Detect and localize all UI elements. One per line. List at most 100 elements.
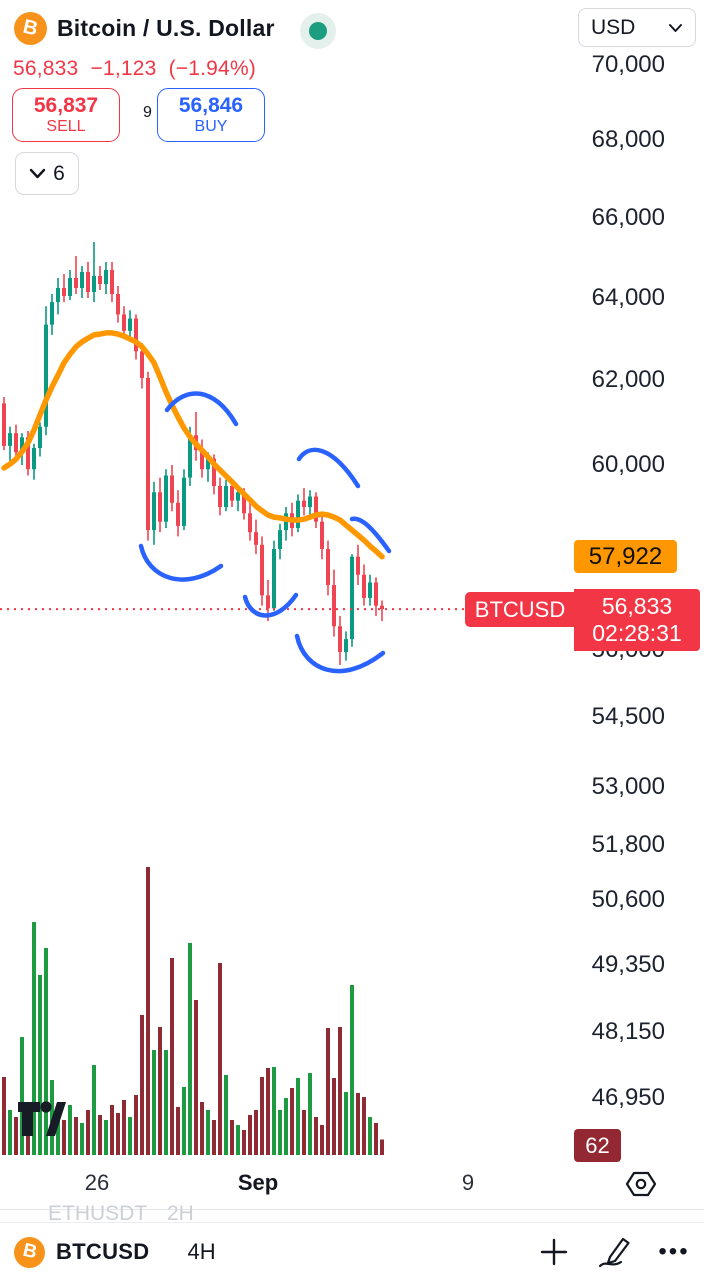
- price-tick: 50,600: [591, 886, 665, 913]
- price-tick: 60,000: [591, 451, 665, 478]
- volume-bar: [236, 1125, 240, 1155]
- volume-bar: [350, 985, 354, 1155]
- volume-bar: [44, 948, 48, 1155]
- volume-bar: [14, 1117, 18, 1155]
- candle-body: [32, 448, 36, 470]
- add-button[interactable]: [524, 1237, 584, 1267]
- candle-body: [176, 502, 180, 526]
- volume-bar: [314, 1117, 318, 1155]
- candle-body: [50, 302, 54, 325]
- candle-body: [344, 639, 348, 652]
- volume-bar: [302, 1110, 306, 1155]
- candle-body: [62, 288, 66, 296]
- candle-body: [362, 574, 366, 598]
- symbol-header[interactable]: B Bitcoin / U.S. Dollar: [14, 12, 275, 45]
- candle-body: [170, 475, 174, 503]
- volume-bar: [182, 1087, 186, 1155]
- toolbar-symbol-button[interactable]: BTCUSD: [56, 1239, 150, 1264]
- list-divider: [0, 1209, 704, 1210]
- tradingview-logo[interactable]: [16, 1096, 68, 1142]
- buy-price: 56,846: [178, 94, 244, 117]
- volume-bar: [68, 1105, 72, 1155]
- candle-body: [380, 605, 384, 610]
- sell-price: 56,837: [33, 94, 99, 117]
- volume-bar: [38, 975, 42, 1155]
- buy-button[interactable]: 56,846 BUY: [157, 88, 265, 142]
- sell-button[interactable]: 56,837 SELL: [12, 88, 120, 142]
- price-tick: 64,000: [591, 284, 665, 311]
- watchlist-row-ethusdt[interactable]: ETHUSDT 2H: [0, 1200, 704, 1222]
- volume-bar: [140, 1015, 144, 1155]
- candle-body: [218, 486, 222, 507]
- candle-body: [116, 294, 120, 315]
- last-price-row: 56,833 −1,123 (−1.94%): [13, 57, 256, 81]
- more-button[interactable]: •••: [644, 1238, 704, 1266]
- price-tick: 48,150: [591, 1018, 665, 1045]
- candle-body: [122, 314, 126, 331]
- drawn-arc-annotation: [138, 543, 224, 582]
- volume-bar: [188, 943, 192, 1155]
- indicators-collapse-button[interactable]: 6: [15, 152, 79, 195]
- price-tick: 49,350: [591, 951, 665, 978]
- volume-bar: [332, 1078, 336, 1155]
- candle-body: [206, 458, 210, 470]
- last-price-value: 56,833: [601, 593, 673, 620]
- moving-average-line: [1, 330, 385, 560]
- candle-body: [326, 549, 330, 586]
- volume-bar: [320, 1125, 324, 1155]
- trade-buttons: 56,837 SELL 9 56,846 BUY: [12, 88, 265, 142]
- candle-body: [266, 595, 270, 609]
- volume-bar: [278, 1110, 282, 1155]
- volume-bar: [284, 1098, 288, 1155]
- candle-body: [158, 492, 162, 522]
- drawn-arc-annotation: [296, 447, 361, 489]
- volume-bar: [32, 922, 36, 1155]
- ma-value-label: 57,922: [574, 540, 677, 574]
- candle-body: [98, 276, 102, 284]
- currency-label: USD: [591, 15, 636, 39]
- candle-body: [254, 532, 258, 545]
- draw-button[interactable]: [584, 1235, 644, 1269]
- drawn-arc-annotation: [242, 592, 299, 618]
- volume-bar: [164, 1050, 168, 1155]
- currency-selector[interactable]: USD: [578, 8, 696, 47]
- candle-body: [368, 582, 372, 598]
- price-tick: 62,000: [591, 366, 665, 393]
- candle-body: [320, 521, 324, 549]
- candle-body: [20, 437, 24, 453]
- candle-body: [212, 458, 216, 486]
- volume-bar: [296, 1078, 300, 1155]
- volume-bar: [80, 1123, 84, 1155]
- candle-body: [56, 288, 60, 303]
- volume-bar: [218, 963, 222, 1155]
- candle-body: [308, 496, 312, 507]
- candle-body: [230, 486, 234, 501]
- candle-body: [374, 582, 378, 606]
- chart-settings-icon[interactable]: [625, 1169, 657, 1199]
- candle-body: [188, 435, 192, 478]
- ellipsis-icon: •••: [658, 1238, 690, 1265]
- price-tick: 46,950: [591, 1084, 665, 1111]
- toolbar-interval-button[interactable]: 4H: [187, 1239, 216, 1264]
- volume-bar: [146, 867, 150, 1155]
- time-tick: 9: [461, 1170, 475, 1195]
- volume-bar: [344, 1092, 348, 1155]
- price-tick: 66,000: [591, 204, 665, 231]
- volume-bar: [206, 1110, 210, 1155]
- candle-body: [248, 513, 252, 533]
- volume-bar: [194, 1000, 198, 1155]
- volume-bar: [374, 1123, 378, 1155]
- volume-bar: [158, 1027, 162, 1155]
- volume-bar: [116, 1113, 120, 1155]
- candle-body: [80, 272, 84, 288]
- ghost-interval: 2H: [167, 1202, 194, 1222]
- volume-bar: [62, 1120, 66, 1155]
- plus-icon: [540, 1238, 568, 1266]
- volume-bar: [212, 1120, 216, 1155]
- candle-body: [332, 585, 336, 627]
- candle-body: [350, 556, 354, 640]
- buy-label: BUY: [194, 118, 228, 135]
- candle-body: [200, 450, 204, 470]
- indicator-count: 6: [53, 161, 65, 185]
